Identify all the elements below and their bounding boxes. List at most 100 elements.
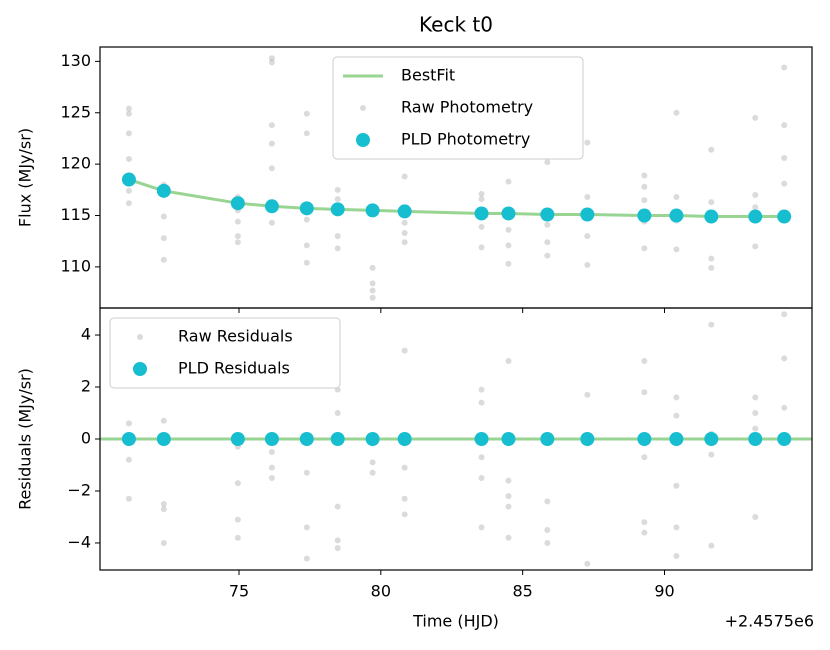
raw-point	[505, 358, 512, 365]
raw-point	[478, 454, 485, 461]
raw-point	[303, 130, 310, 137]
pld-point	[704, 209, 719, 224]
raw-point	[303, 555, 310, 562]
y-tick-label: 130	[60, 51, 91, 70]
raw-point	[544, 526, 551, 533]
raw-point	[641, 519, 648, 526]
raw-point	[584, 139, 591, 146]
raw-point	[641, 245, 648, 252]
legend-box	[332, 56, 584, 160]
raw-point	[334, 545, 341, 552]
legend-swatch	[360, 105, 366, 111]
raw-point	[369, 280, 376, 287]
raw-point	[334, 245, 341, 252]
raw-point	[505, 503, 512, 510]
raw-point	[268, 474, 275, 481]
raw-point	[641, 183, 648, 190]
raw-point	[303, 259, 310, 266]
raw-point	[401, 495, 408, 502]
raw-point	[752, 410, 759, 417]
legend-label: PLD Photometry	[401, 130, 530, 149]
raw-point	[544, 539, 551, 546]
raw-point	[781, 122, 788, 129]
x-tick-label: 75	[229, 582, 249, 601]
raw-point	[673, 552, 680, 559]
plot-area	[100, 311, 812, 567]
raw-point	[401, 511, 408, 518]
raw-point	[505, 242, 512, 249]
raw-point	[125, 200, 132, 207]
raw-point	[641, 529, 648, 536]
raw-point	[673, 246, 680, 253]
y-axis-label: Flux (MJy/sr)	[16, 128, 35, 227]
raw-point	[125, 495, 132, 502]
raw-point	[160, 539, 167, 546]
pld-point	[637, 208, 652, 223]
raw-point	[544, 221, 551, 228]
raw-point	[752, 114, 759, 121]
raw-point	[641, 172, 648, 179]
raw-point	[268, 140, 275, 147]
raw-point	[641, 389, 648, 396]
pld-point	[777, 209, 792, 224]
raw-point	[673, 394, 680, 401]
y-tick-label: 125	[60, 102, 91, 121]
raw-point	[478, 524, 485, 531]
pld-point	[330, 202, 345, 217]
raw-point	[673, 194, 680, 201]
y-tick-label: 120	[60, 154, 91, 173]
raw-point	[544, 239, 551, 246]
raw-point	[478, 196, 485, 203]
raw-point	[334, 233, 341, 240]
raw-point	[544, 498, 551, 505]
raw-point	[401, 173, 408, 180]
raw-point	[752, 394, 759, 401]
raw-point	[369, 287, 376, 294]
raw-point	[268, 165, 275, 172]
axes-frame	[99, 307, 813, 571]
raw-point	[334, 186, 341, 193]
raw-point	[234, 218, 241, 225]
pld-point	[474, 432, 489, 446]
raw-point	[125, 130, 132, 137]
raw-point	[478, 386, 485, 393]
x-tick-label: 90	[654, 582, 674, 601]
y-tick-label: 4	[81, 325, 91, 344]
raw-point	[303, 469, 310, 476]
raw-point	[505, 178, 512, 185]
raw-point	[125, 456, 132, 463]
plot-area	[121, 55, 792, 301]
raw-point	[641, 197, 648, 204]
raw-point	[544, 159, 551, 166]
raw-point	[268, 59, 275, 66]
x-tick-label: 80	[371, 582, 391, 601]
raw-point	[505, 226, 512, 233]
raw-point	[401, 219, 408, 226]
raw-point	[125, 105, 132, 112]
raw-point	[505, 477, 512, 484]
pld-point	[474, 206, 489, 221]
raw-point	[708, 542, 715, 549]
raw-point	[673, 109, 680, 116]
pld-point	[299, 432, 314, 446]
pld-point	[748, 209, 763, 224]
y-tick-label: −4	[67, 532, 91, 551]
raw-point	[708, 264, 715, 271]
raw-point	[708, 321, 715, 328]
raw-point	[125, 187, 132, 194]
raw-point	[505, 260, 512, 267]
raw-point	[268, 55, 275, 62]
raw-point	[234, 233, 241, 240]
legend-label: Raw Residuals	[178, 327, 293, 346]
raw-point	[401, 239, 408, 246]
raw-point	[369, 459, 376, 466]
raw-point	[708, 146, 715, 153]
raw-point	[334, 196, 341, 203]
pld-point	[669, 208, 684, 223]
raw-point	[505, 534, 512, 541]
pld-point	[637, 432, 652, 446]
pld-point	[397, 204, 412, 219]
pld-point	[501, 432, 516, 446]
legend-label: BestFit	[401, 66, 455, 85]
